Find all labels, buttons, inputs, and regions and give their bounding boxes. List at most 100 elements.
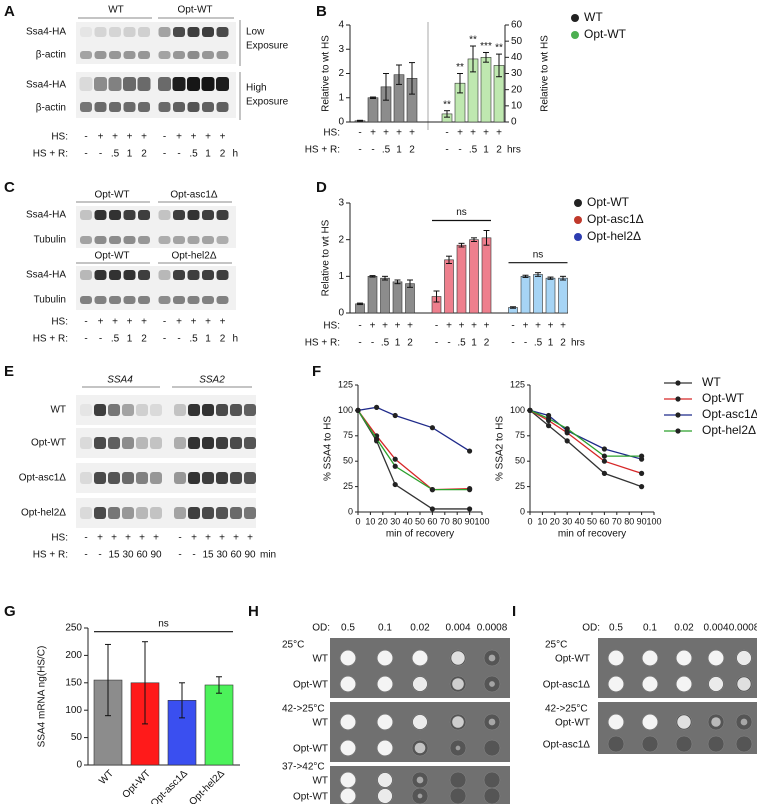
legend-marker bbox=[571, 14, 579, 22]
colony bbox=[377, 714, 393, 730]
condition-value: - bbox=[435, 321, 438, 332]
band bbox=[173, 102, 185, 112]
band bbox=[80, 210, 92, 220]
condition-value: 1 bbox=[548, 338, 554, 349]
colony bbox=[488, 654, 496, 662]
x-tick-label: 100 bbox=[646, 516, 661, 526]
legend-label: Opt-hel2Δ bbox=[587, 229, 641, 243]
significance: ** bbox=[469, 35, 477, 46]
band bbox=[230, 507, 242, 519]
colony bbox=[740, 718, 748, 726]
od-value: 0.1 bbox=[378, 623, 392, 634]
y-tick-label: 2 bbox=[338, 234, 344, 245]
legend-label: Opt-WT bbox=[702, 391, 745, 405]
colony bbox=[451, 651, 465, 665]
band bbox=[80, 51, 92, 59]
od-value: 0.0008 bbox=[477, 623, 508, 634]
condition-value: - bbox=[511, 321, 514, 332]
band bbox=[202, 437, 214, 449]
legend-label: WT bbox=[702, 375, 721, 389]
band bbox=[94, 507, 106, 519]
point bbox=[392, 456, 398, 462]
column-header: SSA2 bbox=[199, 375, 225, 386]
band bbox=[216, 102, 229, 112]
column-header: WT bbox=[108, 5, 124, 16]
condition-value: 1 bbox=[395, 338, 401, 349]
bar bbox=[520, 276, 531, 314]
colony bbox=[340, 788, 356, 804]
row-label: β-actin bbox=[36, 103, 66, 114]
row-label: Opt-asc1Δ bbox=[19, 473, 67, 484]
bar bbox=[469, 239, 479, 314]
band bbox=[94, 270, 107, 280]
point bbox=[601, 453, 608, 459]
band bbox=[202, 102, 214, 112]
y-tick-label: 1 bbox=[338, 92, 344, 103]
band bbox=[244, 472, 256, 484]
band bbox=[123, 102, 136, 112]
band bbox=[138, 210, 150, 220]
x-tick-label: Opt-asc1Δ bbox=[149, 768, 190, 804]
x-tick-label: 60 bbox=[427, 516, 437, 526]
y2-tick-label: 20 bbox=[511, 84, 523, 95]
point bbox=[639, 453, 645, 459]
point bbox=[374, 436, 380, 442]
condition-value: + bbox=[548, 321, 554, 332]
band bbox=[108, 404, 120, 416]
condition-value: + bbox=[111, 533, 117, 544]
band bbox=[138, 102, 150, 112]
condition-value: + bbox=[457, 128, 463, 139]
band bbox=[188, 437, 200, 449]
band bbox=[187, 77, 200, 91]
colony bbox=[676, 676, 692, 692]
point bbox=[639, 484, 645, 490]
exposure-label: Low bbox=[246, 27, 265, 38]
condition-value: + bbox=[459, 321, 465, 332]
legend-marker bbox=[675, 380, 681, 386]
bar bbox=[444, 259, 454, 314]
band bbox=[188, 404, 200, 416]
condition-value: + bbox=[470, 128, 476, 139]
band bbox=[158, 270, 171, 280]
point bbox=[546, 415, 552, 422]
colony bbox=[608, 714, 624, 730]
point bbox=[355, 407, 361, 413]
x-axis-label: min of recovery bbox=[558, 529, 626, 540]
od-value: 0.02 bbox=[674, 623, 694, 634]
x-tick-label: 50 bbox=[415, 516, 425, 526]
bar bbox=[558, 277, 568, 314]
condition-label: HS: bbox=[323, 321, 340, 332]
y2-tick-label: 30 bbox=[511, 68, 523, 79]
colony bbox=[340, 714, 356, 730]
band bbox=[187, 270, 200, 280]
condition-value: + bbox=[97, 533, 103, 544]
y-tick-label: 1 bbox=[338, 271, 344, 282]
colony bbox=[417, 793, 423, 799]
band bbox=[109, 236, 121, 244]
condition-value: + bbox=[139, 533, 145, 544]
band bbox=[230, 404, 242, 416]
y-tick-label: 3 bbox=[338, 44, 344, 55]
point bbox=[467, 448, 473, 454]
band bbox=[109, 296, 121, 304]
x-tick-label: 90 bbox=[637, 516, 647, 526]
x-tick-label: 80 bbox=[452, 516, 462, 526]
legend-label: Opt-asc1Δ bbox=[587, 212, 644, 226]
y-tick-label: 25 bbox=[515, 481, 525, 491]
band bbox=[174, 404, 186, 416]
line bbox=[357, 406, 470, 452]
band bbox=[150, 437, 162, 449]
condition-value: 1 bbox=[127, 334, 133, 345]
colony bbox=[340, 676, 356, 692]
column-header: Opt-WT bbox=[95, 251, 130, 262]
condition-value: - bbox=[371, 338, 374, 349]
point bbox=[601, 446, 608, 452]
condition-value: .5 bbox=[111, 149, 120, 160]
significance: ** bbox=[495, 43, 503, 54]
condition-value: + bbox=[370, 321, 376, 332]
condition-value: + bbox=[127, 132, 133, 143]
od-value: 0.1 bbox=[643, 623, 657, 634]
condition-value: - bbox=[84, 132, 87, 143]
legend-label: Opt-asc1Δ bbox=[702, 407, 757, 421]
spot bbox=[449, 739, 467, 757]
